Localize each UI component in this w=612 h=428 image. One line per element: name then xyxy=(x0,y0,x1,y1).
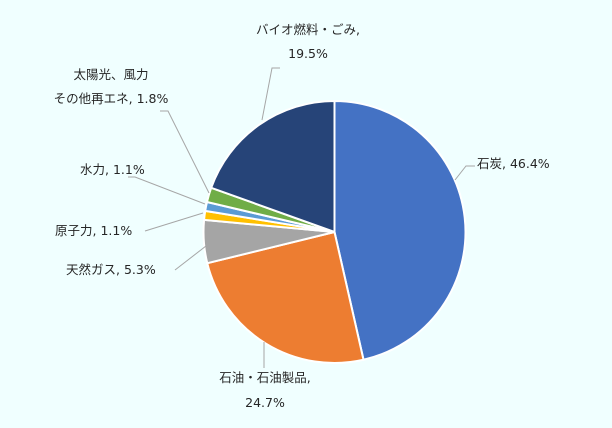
label-oil-name: 石油・石油製品, xyxy=(219,370,311,385)
label-hydro: 水力, 1.1% xyxy=(80,162,145,177)
label-coal: 石炭, 46.4% xyxy=(477,156,550,171)
leader-line-nuclear xyxy=(144,212,204,232)
leader-line-coal xyxy=(454,165,475,181)
leader-line-renew xyxy=(160,110,210,194)
leader-line-bio xyxy=(261,67,280,121)
leader-lines xyxy=(128,67,475,368)
leader-line-hydro xyxy=(128,176,206,205)
label-oil-value: 24.7% xyxy=(245,395,285,410)
label-nuclear: 原子力, 1.1% xyxy=(55,223,133,238)
label-renew-value: その他再エネ, 1.8% xyxy=(53,91,169,106)
label-bio-value: 19.5% xyxy=(288,46,328,61)
pie-slice-0 xyxy=(333,99,467,361)
label-oil: 石油・石油製品, 24.7% xyxy=(190,370,340,411)
leader-line-gas xyxy=(174,245,207,271)
pie-slice-6 xyxy=(209,99,336,234)
label-renew-name: 太陽光、風力 xyxy=(73,67,149,82)
label-bio-name: バイオ燃料・ごみ, xyxy=(256,22,360,37)
pie-slices xyxy=(202,99,467,364)
label-renew: 太陽光、風力 その他再エネ, 1.8% xyxy=(36,67,186,107)
pie-slice-1 xyxy=(206,230,365,364)
label-bio: バイオ燃料・ごみ, 19.5% xyxy=(228,22,388,62)
label-gas: 天然ガス, 5.3% xyxy=(66,262,156,277)
